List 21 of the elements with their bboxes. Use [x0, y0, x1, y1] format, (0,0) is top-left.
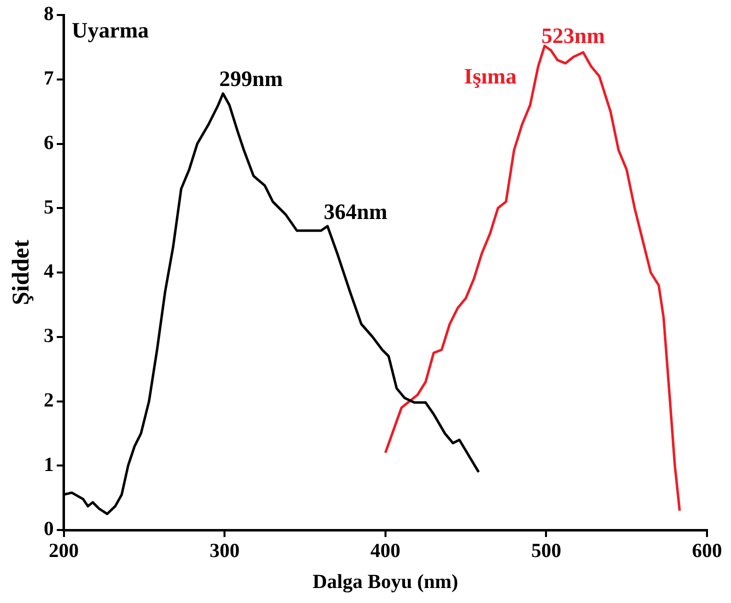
annotation: 523nm	[541, 23, 605, 48]
series-label: Işıma	[464, 64, 517, 89]
y-tick-label: 0	[44, 518, 54, 540]
x-tick-label: 300	[210, 540, 240, 562]
y-tick-label: 1	[44, 454, 54, 476]
y-tick-label: 6	[44, 132, 54, 154]
text: Uyarma	[72, 18, 149, 43]
annotation: 364nm	[324, 198, 388, 224]
x-tick-label: 200	[48, 540, 79, 562]
y-tick-label: 3	[44, 325, 54, 348]
y-tick-label: 5	[44, 196, 54, 218]
annotation: 299nm	[219, 66, 283, 92]
y-axis-title: Şiddet	[8, 240, 35, 306]
x-tick-label: 600	[692, 540, 722, 562]
y-tick-label: 2	[44, 389, 54, 412]
y-tick-label: 8	[44, 3, 54, 26]
x-axis-title: Dalga Boyu (nm)	[312, 571, 458, 594]
y-tick-label: 7	[44, 68, 54, 90]
x-tick-label: 400	[370, 540, 400, 562]
x-tick-label: 500	[531, 540, 562, 562]
y-tick-label: 4	[44, 260, 54, 283]
